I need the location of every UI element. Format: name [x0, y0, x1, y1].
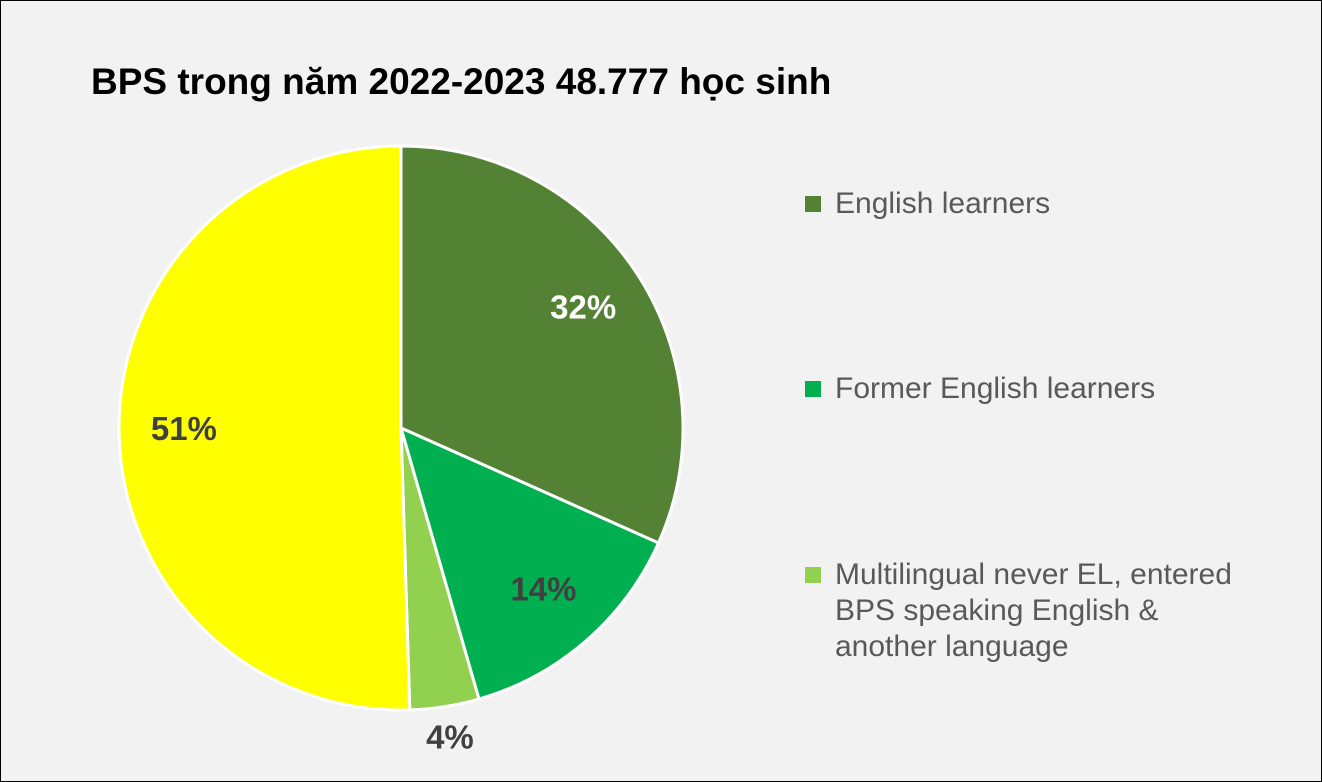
legend-swatch: [805, 196, 821, 212]
legend-swatch: [805, 567, 821, 583]
legend-label: Multilingual never EL, entered BPS speak…: [835, 558, 1232, 663]
data-label: 51%: [151, 410, 217, 447]
legend-item: Former English learners: [805, 371, 1235, 407]
data-label: 14%: [510, 571, 576, 608]
pie-slice: [399, 144, 685, 545]
legend-item: Multilingual never EL, entered BPS speak…: [805, 557, 1235, 665]
legend-label: Former English learners: [835, 372, 1156, 405]
chart-title: BPS trong năm 2022-2023 48.777 học sinh: [91, 61, 832, 102]
legend-swatch: [805, 381, 821, 397]
legend-label: English learners: [835, 187, 1051, 220]
data-label: 4%: [426, 719, 474, 756]
legend-item: English learners: [805, 186, 1235, 222]
pie-slice: [117, 144, 412, 712]
pie-slice: [398, 425, 661, 701]
data-label: 32%: [550, 289, 616, 326]
